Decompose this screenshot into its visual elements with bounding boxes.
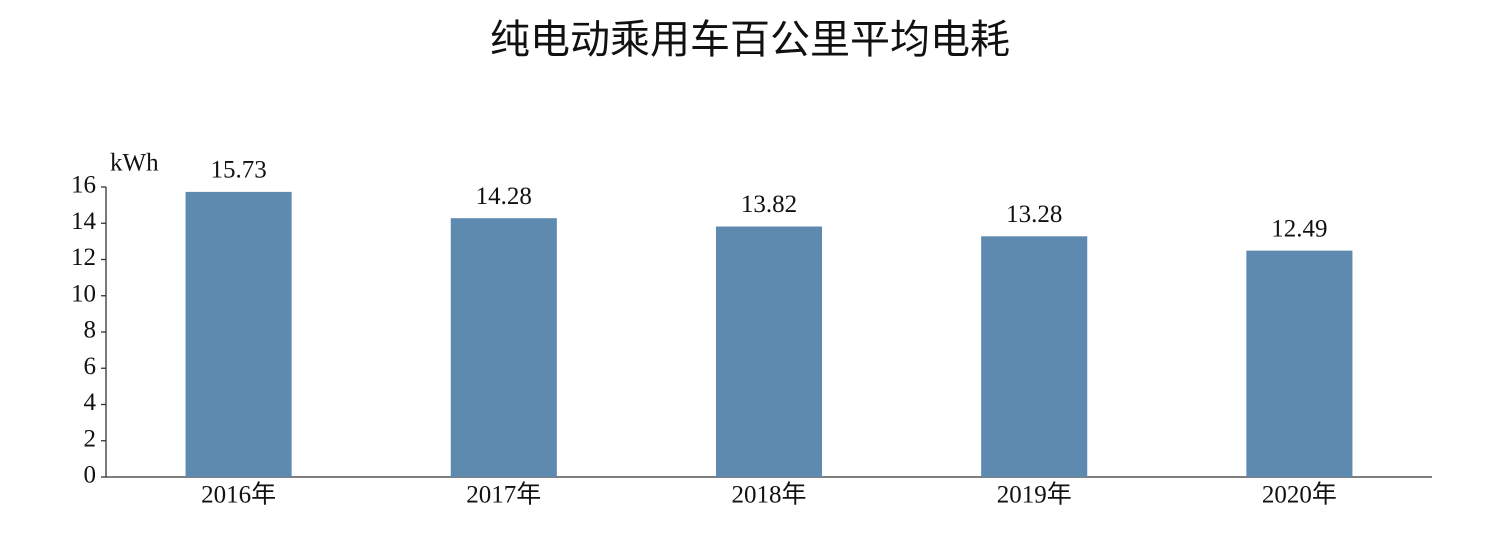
y-tick-label: 0 [84,462,97,489]
bar [981,236,1088,477]
y-tick-label: 14 [71,208,97,235]
y-tick-label: 4 [84,389,97,416]
bar [715,226,823,477]
value-label: 13.82 [741,191,797,218]
bar [450,218,557,478]
y-tick-label: 12 [71,244,96,271]
y-axis-label: kWh [110,150,159,177]
y-tick-label: 8 [84,317,97,344]
x-tick-label: 2017年 [466,481,541,509]
x-tick-label: 2018年 [731,481,806,509]
y-tick-label: 10 [71,280,96,307]
y-tick-label: 2 [84,425,97,452]
value-label: 14.28 [476,183,532,210]
x-tick-label: 2016年 [201,481,276,509]
bar [1246,250,1353,477]
value-label: 15.73 [210,157,266,184]
value-label: 13.28 [1006,201,1062,228]
value-label: 12.49 [1271,215,1327,242]
bar [185,191,292,478]
chart-title: 纯电动乘用车百公里平均电耗 [490,17,1010,63]
x-tick-label: 2019年 [997,481,1072,509]
y-tick-label: 16 [71,172,96,199]
x-tick-label: 2020年 [1262,481,1337,509]
y-tick-label: 6 [84,353,97,380]
